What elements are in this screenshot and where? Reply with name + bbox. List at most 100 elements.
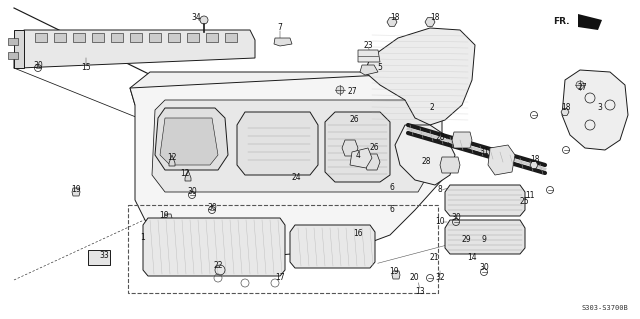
Polygon shape (225, 33, 237, 42)
Polygon shape (206, 33, 218, 42)
Polygon shape (425, 18, 435, 26)
Text: 19: 19 (389, 268, 399, 277)
Text: 30: 30 (33, 61, 43, 70)
Text: 5: 5 (378, 63, 383, 72)
Polygon shape (364, 154, 380, 170)
Text: 19: 19 (71, 186, 81, 195)
Polygon shape (155, 108, 228, 170)
Polygon shape (395, 125, 455, 185)
Polygon shape (160, 118, 218, 165)
Polygon shape (130, 72, 442, 255)
Text: 30: 30 (479, 263, 489, 272)
Polygon shape (54, 33, 66, 42)
Polygon shape (365, 28, 475, 125)
Polygon shape (358, 50, 380, 62)
Text: 34: 34 (191, 13, 201, 23)
Text: 26: 26 (349, 115, 359, 124)
Text: 30: 30 (451, 213, 461, 222)
Text: 18: 18 (561, 103, 571, 113)
Text: 16: 16 (353, 229, 363, 239)
Polygon shape (73, 33, 85, 42)
Polygon shape (360, 65, 378, 75)
Polygon shape (14, 30, 24, 68)
Text: 9: 9 (481, 235, 486, 244)
Text: 28: 28 (421, 158, 431, 167)
Polygon shape (14, 30, 255, 68)
Polygon shape (35, 33, 47, 42)
Polygon shape (290, 225, 375, 268)
Text: 31: 31 (479, 147, 489, 157)
Text: 2: 2 (429, 103, 435, 113)
Text: 11: 11 (525, 191, 535, 201)
Text: 12: 12 (180, 168, 189, 177)
Text: 8: 8 (438, 186, 442, 195)
Polygon shape (342, 140, 358, 156)
Polygon shape (8, 52, 18, 59)
Text: 26: 26 (369, 144, 379, 152)
Text: 21: 21 (429, 254, 439, 263)
Text: 13: 13 (415, 286, 425, 295)
Polygon shape (445, 185, 525, 216)
Text: 18: 18 (531, 155, 540, 165)
Text: 1: 1 (141, 234, 145, 242)
Polygon shape (169, 155, 175, 166)
Text: 30: 30 (207, 203, 217, 211)
Text: 27: 27 (347, 87, 357, 97)
Text: S303-S3700B: S303-S3700B (581, 305, 628, 311)
Text: 20: 20 (409, 273, 419, 283)
Text: 12: 12 (167, 153, 177, 162)
Text: 10: 10 (435, 218, 445, 226)
Polygon shape (274, 38, 292, 46)
Polygon shape (325, 112, 390, 182)
Text: 22: 22 (213, 261, 223, 270)
Text: 17: 17 (275, 272, 285, 281)
Text: 14: 14 (467, 254, 477, 263)
Text: 15: 15 (81, 63, 91, 72)
Text: 29: 29 (461, 235, 471, 244)
Circle shape (336, 86, 344, 94)
Text: 6: 6 (390, 205, 394, 214)
Circle shape (200, 16, 208, 24)
Text: 18: 18 (390, 13, 400, 23)
Text: 4: 4 (356, 151, 360, 160)
Text: 18: 18 (430, 13, 440, 23)
Polygon shape (452, 132, 472, 148)
Polygon shape (237, 112, 318, 175)
Polygon shape (187, 33, 199, 42)
Bar (88, 250, 110, 265)
Polygon shape (92, 33, 104, 42)
Text: 32: 32 (435, 273, 445, 283)
Polygon shape (8, 38, 18, 45)
Polygon shape (530, 161, 538, 168)
Polygon shape (149, 33, 161, 42)
Polygon shape (562, 70, 628, 150)
Polygon shape (72, 188, 80, 196)
Polygon shape (578, 14, 602, 30)
Text: 24: 24 (291, 174, 301, 182)
Text: 28: 28 (435, 133, 445, 143)
Polygon shape (130, 72, 445, 105)
Text: 7: 7 (278, 24, 282, 33)
Text: 6: 6 (390, 183, 394, 192)
Text: 19: 19 (159, 211, 169, 219)
Polygon shape (111, 33, 123, 42)
Polygon shape (130, 33, 142, 42)
Polygon shape (168, 33, 180, 42)
Polygon shape (488, 145, 515, 175)
Polygon shape (185, 170, 191, 181)
Polygon shape (440, 157, 460, 173)
Text: 23: 23 (363, 41, 373, 49)
Text: 30: 30 (187, 188, 197, 197)
Text: FR.: FR. (554, 18, 570, 26)
Bar (128, 205, 438, 293)
Text: 3: 3 (598, 103, 602, 113)
Text: 33: 33 (99, 250, 109, 259)
Polygon shape (164, 214, 172, 222)
Polygon shape (392, 271, 400, 279)
Text: 27: 27 (577, 84, 587, 93)
Polygon shape (387, 18, 397, 26)
Polygon shape (152, 100, 430, 192)
Text: 25: 25 (519, 197, 529, 206)
Polygon shape (350, 148, 372, 168)
Circle shape (576, 81, 584, 89)
